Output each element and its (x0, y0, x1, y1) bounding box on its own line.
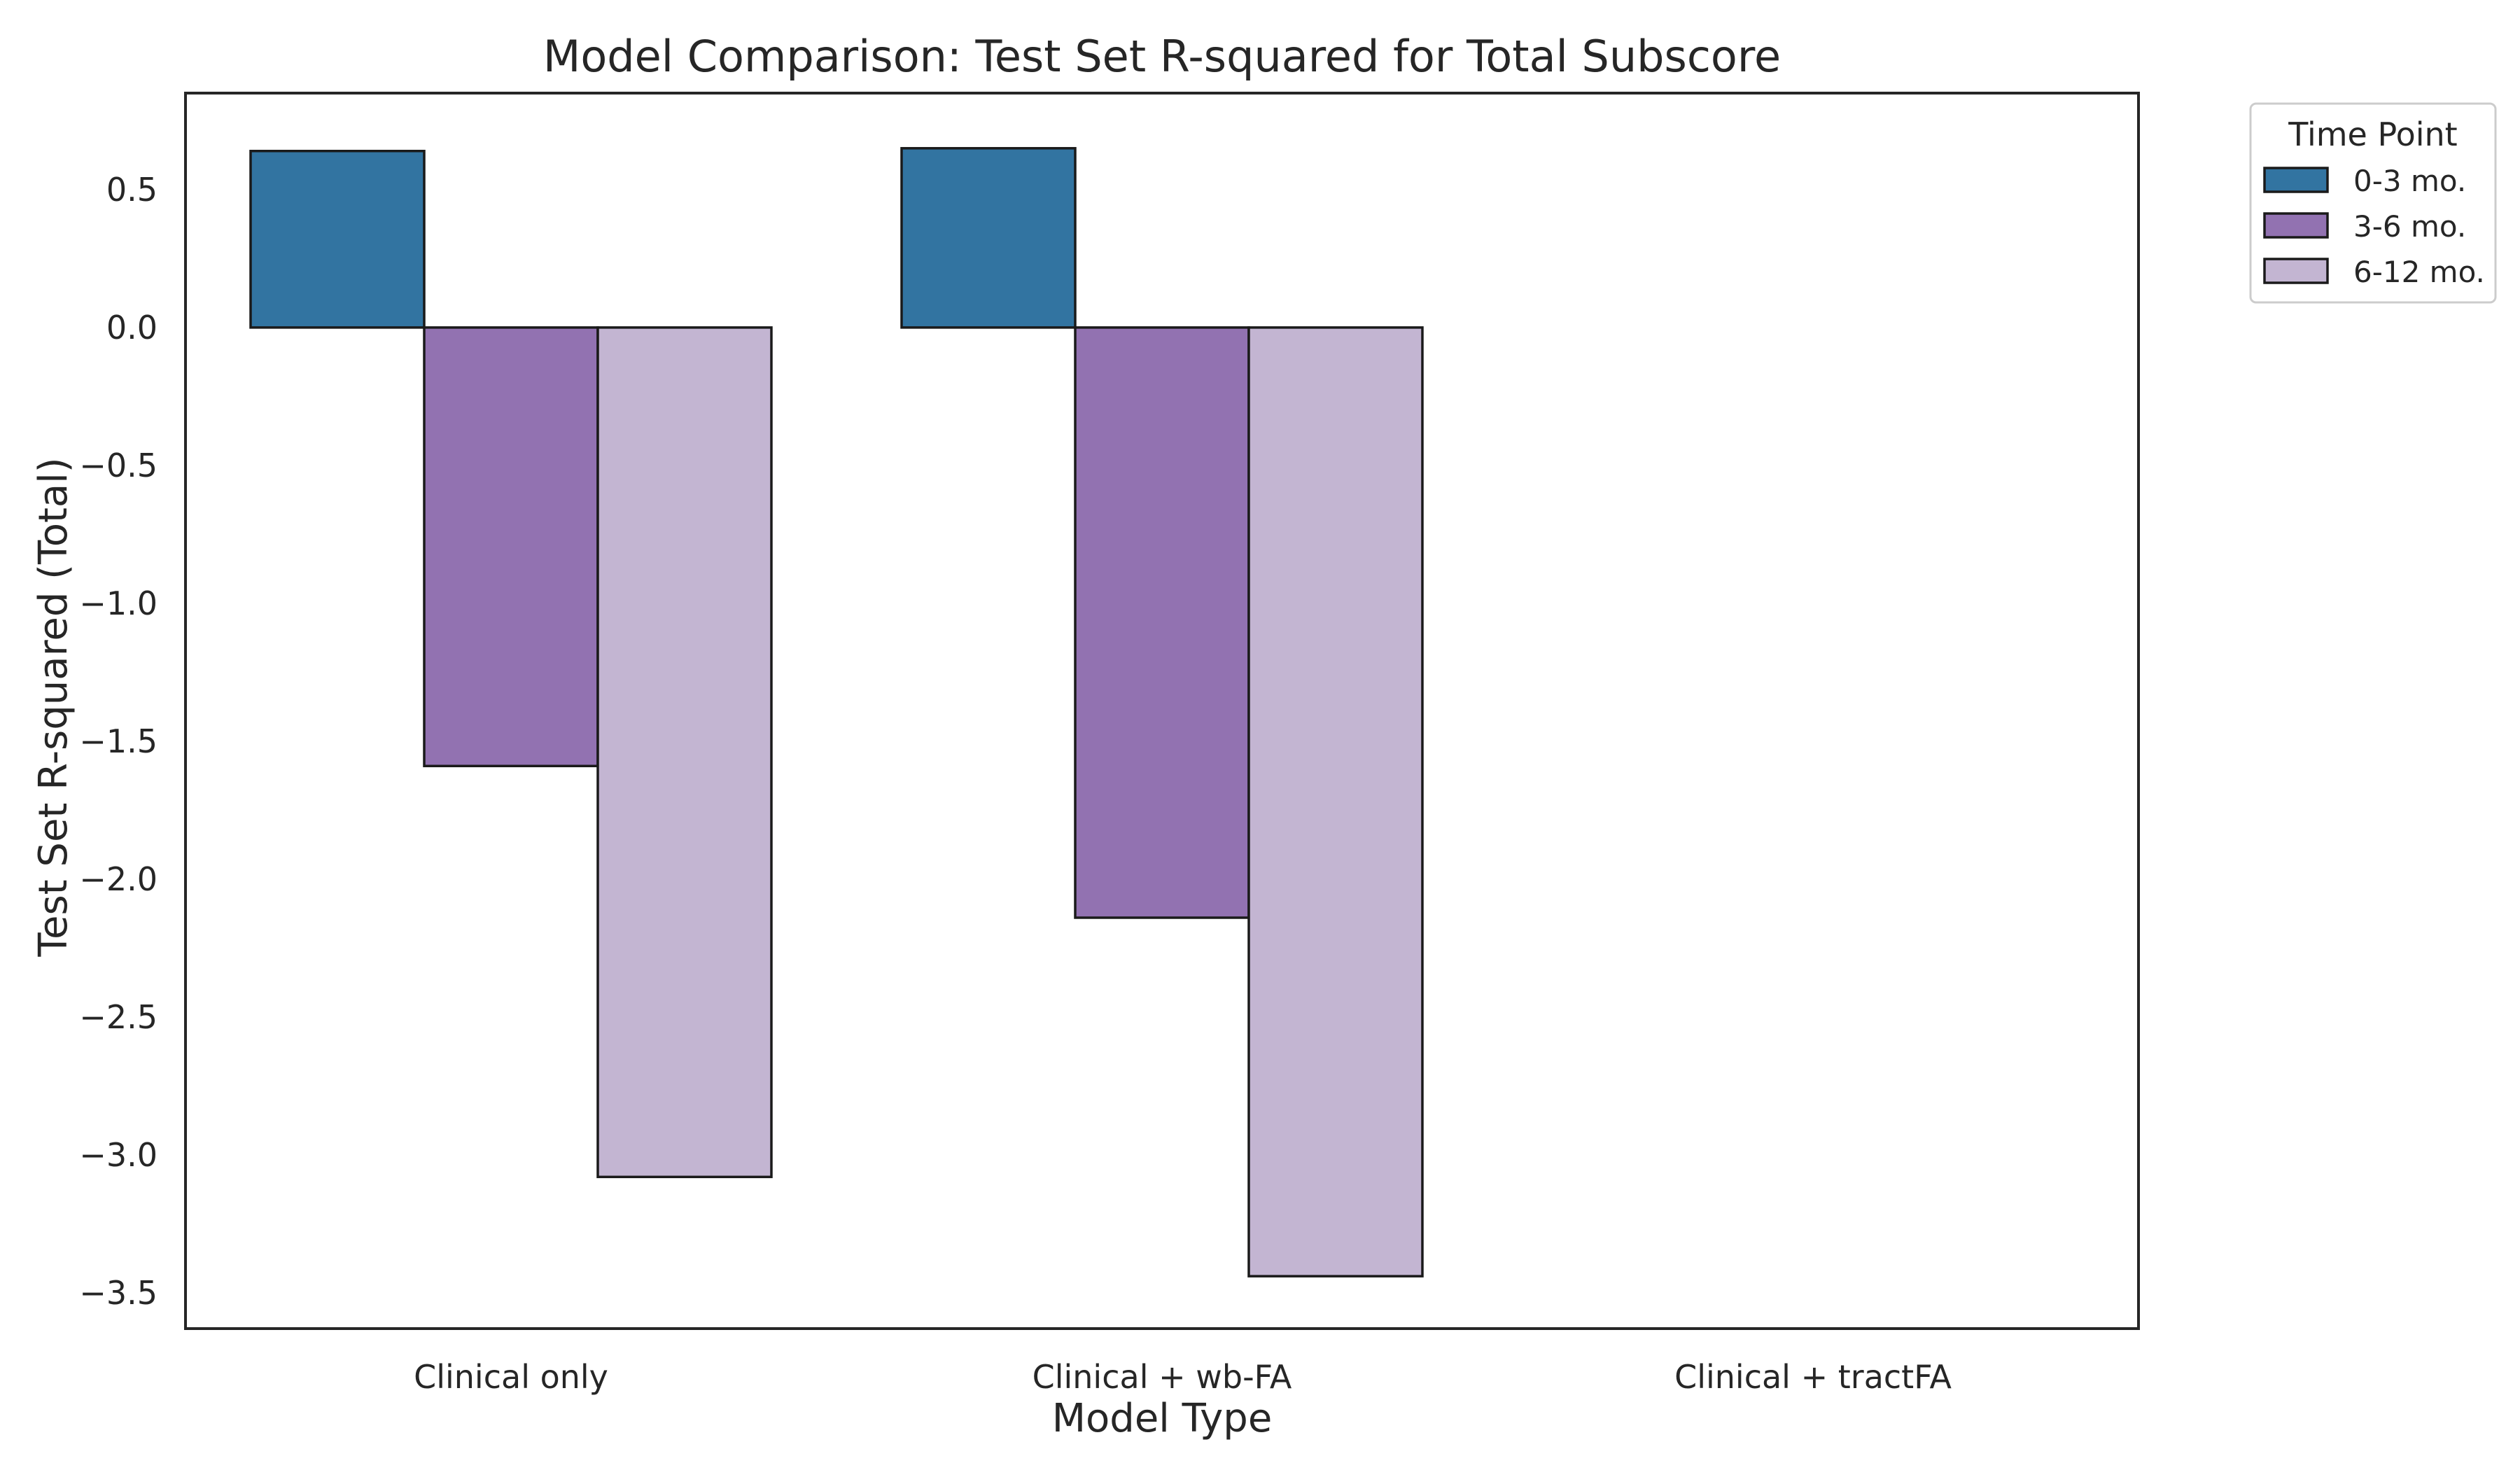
y-tick-label: −0.5 (79, 447, 158, 484)
bar (249, 149, 426, 329)
legend-title: Time Point (2288, 115, 2457, 153)
legend-label: 6-12 mo. (2353, 255, 2485, 289)
legend-swatch (2263, 167, 2329, 193)
bar (1247, 326, 1424, 1278)
plot-frame (184, 92, 2140, 1330)
y-tick-label: −3.5 (79, 1274, 158, 1312)
bar (1074, 326, 1250, 919)
x-tick-label: Clinical + wb-FA (1032, 1358, 1292, 1396)
bar (900, 147, 1077, 329)
legend-swatch (2263, 212, 2329, 239)
bar (596, 326, 773, 1179)
y-tick-label: −1.0 (79, 584, 158, 622)
y-tick-label: −1.5 (79, 722, 158, 760)
legend-label: 0-3 mo. (2353, 164, 2466, 198)
bar (423, 326, 599, 768)
legend-label: 3-6 mo. (2353, 209, 2466, 244)
legend: Time Point 0-3 mo. 3-6 mo. 6-12 mo. (2249, 102, 2497, 304)
chart-title: Model Comparison: Test Set R-squared for… (543, 31, 1781, 82)
y-tick-label: 0.5 (106, 171, 158, 209)
x-axis-ticks: Clinical only Clinical + wb-FA Clinical + … (414, 1358, 1952, 1396)
x-axis-label: Model Type (1052, 1396, 1273, 1441)
y-axis-label: Test Set R-squared (Total) (31, 457, 76, 957)
y-axis-ticks: 0.5 0.0 −0.5 −1.0 −1.5 −2.0 −2.5 −3.0 −3.5 (79, 171, 158, 1312)
x-tick-label: Clinical only (414, 1358, 608, 1396)
legend-swatch (2263, 258, 2329, 284)
y-tick-label: 0.0 (106, 309, 158, 346)
y-tick-label: −2.5 (79, 998, 158, 1036)
y-tick-label: −3.0 (79, 1136, 158, 1174)
bars-layer (249, 147, 1424, 1278)
y-tick-label: −2.0 (79, 860, 158, 898)
legend-frame (2249, 102, 2497, 304)
legend-items: 0-3 mo. 3-6 mo. 6-12 mo. (2263, 164, 2485, 289)
x-tick-label: Clinical + tractFA (1674, 1358, 1952, 1396)
